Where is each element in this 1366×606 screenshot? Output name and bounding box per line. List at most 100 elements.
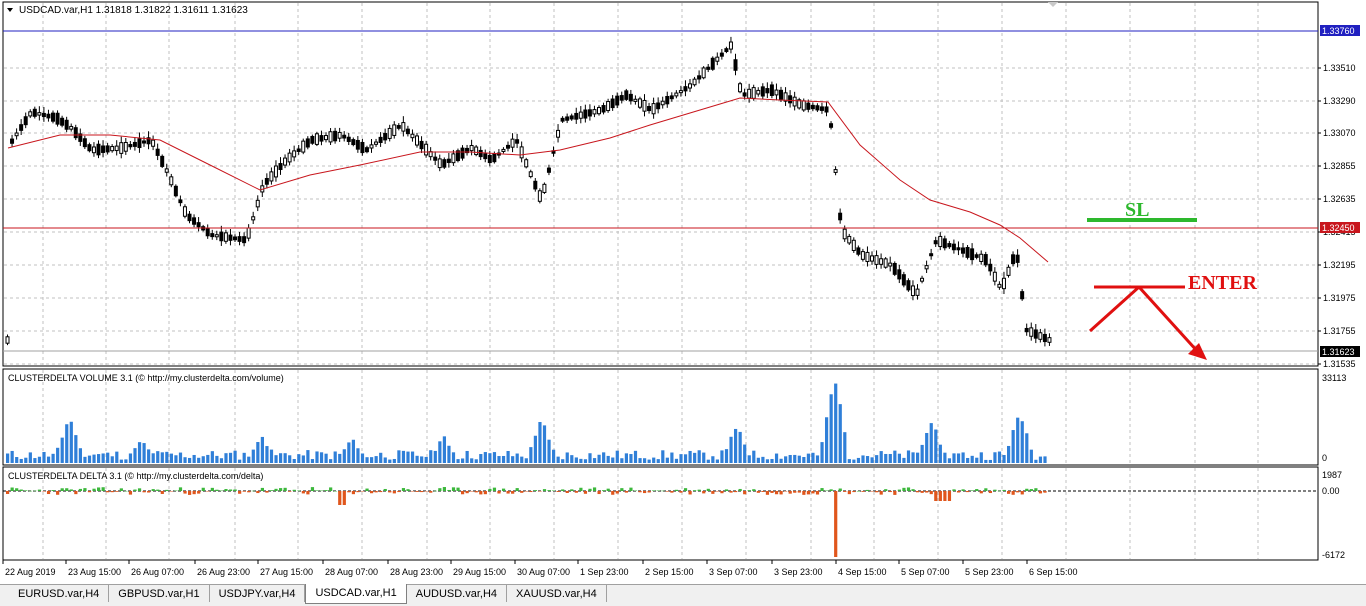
- candle-body: [988, 263, 993, 272]
- candle-body: [710, 57, 715, 70]
- delta-bar: [852, 491, 856, 493]
- delta-bar: [115, 491, 119, 492]
- chart-symbol-title: USDCAD.var,H1 1.31818 1.31822 1.31611 1.…: [19, 5, 248, 16]
- volume-bar: [797, 455, 801, 463]
- candle-body: [1001, 277, 1006, 290]
- tab-usdjpy-var-h4[interactable]: USDJPY.var,H4: [210, 585, 306, 602]
- candle-body: [60, 117, 65, 126]
- volume-bar: [60, 437, 64, 463]
- delta-bar: [779, 491, 783, 495]
- volume-bar: [911, 452, 915, 463]
- candle-body: [310, 135, 315, 144]
- delta-bar: [834, 491, 838, 557]
- candle-body: [287, 152, 292, 163]
- candle-body: [273, 165, 278, 178]
- delta-bar: [24, 490, 28, 491]
- delta-bar: [784, 491, 788, 492]
- volume-bar: [870, 457, 874, 463]
- price-grid: [4, 3, 1317, 365]
- price-panel[interactable]: [2, 1, 1319, 367]
- volume-bar: [242, 452, 246, 463]
- tab-gbpusd-var-h1[interactable]: GBPUSD.var,H1: [109, 585, 210, 602]
- delta-bar: [97, 487, 101, 491]
- delta-bar: [597, 491, 601, 495]
- time-axis-label: 2 Sep 15:00: [645, 567, 694, 577]
- volume-bar: [943, 452, 947, 463]
- candle-body: [528, 171, 533, 178]
- delta-bar: [888, 491, 892, 493]
- volume-bar: [515, 453, 519, 463]
- delta-bar: [1016, 491, 1020, 493]
- delta-bar: [56, 491, 60, 495]
- volume-panel[interactable]: [2, 368, 1319, 466]
- candle-body: [619, 95, 624, 101]
- tab-eurusd-var-h4[interactable]: EURUSD.var,H4: [0, 585, 110, 602]
- time-axis-label: 22 Aug 2019: [5, 567, 56, 577]
- delta-bar: [711, 491, 715, 494]
- delta-bar: [670, 491, 674, 493]
- delta-bar: [137, 488, 142, 491]
- volume-bar: [115, 451, 119, 463]
- candle-body: [41, 112, 46, 118]
- trading-chart[interactable]: USDCAD.var,H1 1.31818 1.31822 1.31611 1.…: [0, 0, 1366, 584]
- candle-body: [879, 258, 884, 265]
- candle-body: [137, 138, 142, 149]
- candle-body: [870, 255, 874, 262]
- volume-bar: [338, 453, 342, 463]
- volume-bar: [629, 454, 633, 463]
- volume-bar: [347, 442, 351, 463]
- delta-bar: [347, 491, 351, 493]
- one-click-trading-toggle-icon[interactable]: [1048, 2, 1058, 7]
- candle-body: [801, 100, 806, 111]
- volume-bar: [761, 456, 765, 463]
- chart-menu-triangle-icon[interactable]: [7, 8, 13, 12]
- delta-bar: [1020, 491, 1024, 495]
- volume-bar: [793, 454, 797, 463]
- volume-bar: [583, 459, 588, 463]
- volume-bar: [260, 436, 264, 463]
- delta-bar: [506, 491, 510, 494]
- delta-axis-zero: 0.00: [1322, 486, 1340, 496]
- tab-audusd-var-h4[interactable]: AUDUSD.var,H4: [407, 585, 508, 602]
- candle-body: [651, 103, 656, 115]
- volume-bar: [379, 452, 383, 463]
- volume-bar: [388, 459, 392, 463]
- volume-bar: [197, 457, 201, 463]
- volume-bar: [779, 458, 783, 463]
- volume-bar: [256, 442, 260, 463]
- delta-bar: [938, 491, 942, 501]
- candle-body: [146, 137, 151, 145]
- candle-body: [228, 234, 233, 241]
- delta-bar: [279, 488, 283, 491]
- volume-bar: [734, 428, 738, 463]
- volume-bar: [661, 450, 665, 463]
- delta-bar: [501, 488, 506, 491]
- delta-bar: [324, 490, 328, 491]
- delta-panel[interactable]: [2, 466, 1319, 561]
- volume-bar: [611, 457, 615, 463]
- volume-bar: [420, 456, 424, 463]
- volume-bar: [1007, 445, 1011, 463]
- volume-bar: [884, 453, 888, 463]
- volume-bar: [288, 455, 292, 463]
- delta-bar: [242, 491, 246, 492]
- volume-bar: [183, 457, 187, 463]
- tab-xauusd-var-h4[interactable]: XAUUSD.var,H4: [507, 585, 607, 602]
- time-axis-label: 1 Sep 23:00: [580, 567, 629, 577]
- delta-bar: [297, 490, 301, 492]
- candle-body: [364, 147, 369, 153]
- candle-body: [915, 288, 920, 296]
- volume-bar: [215, 455, 219, 463]
- delta-axis-max: 1987: [1322, 470, 1342, 480]
- delta-axis-min: -6172: [1322, 550, 1345, 560]
- tab-usdcad-var-h1[interactable]: USDCAD.var,H1: [305, 584, 407, 604]
- delta-bar: [33, 490, 37, 492]
- delta-bar: [274, 488, 278, 491]
- delta-bar: [806, 491, 810, 495]
- volume-bar: [147, 449, 151, 463]
- volume-bar: [56, 447, 60, 463]
- candle-body: [87, 144, 92, 152]
- delta-bar: [219, 490, 224, 492]
- candle-body: [69, 125, 74, 130]
- candle-body: [251, 216, 256, 221]
